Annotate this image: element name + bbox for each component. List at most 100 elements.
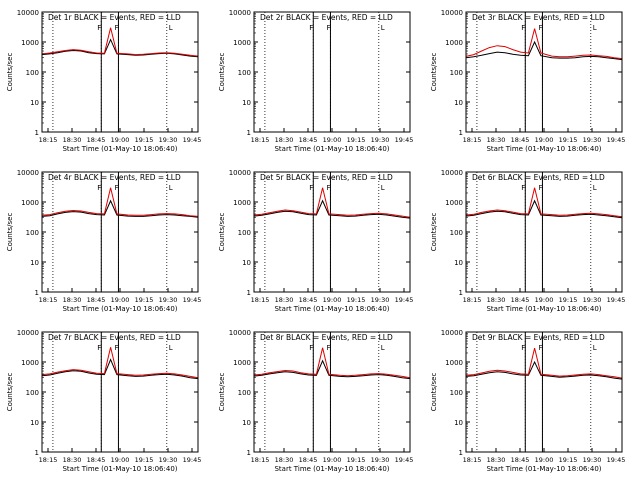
x-tick-label: 18:45 [87,456,106,464]
y-tick-label: 10000 [441,9,463,17]
plot-frame [253,171,411,293]
series-events-line [465,199,623,219]
x-tick-label: 18:15 [251,296,270,304]
attenuator-marker: L [169,344,173,352]
y-tick-label: 1 [459,289,463,297]
panel-title: Det 6r BLACK = Events, RED = LLD [472,173,605,182]
x-tick-label: 18:15 [251,136,270,144]
attenuator-marker: F [326,24,330,32]
panel-title: Det 4r BLACK = Events, RED = LLD [48,173,181,182]
x-tick-label: 19:30 [371,296,390,304]
x-tick-label: 19:15 [559,296,578,304]
attenuator-marker: L [169,24,173,32]
attenuator-marker: F [538,344,542,352]
y-tick-label: 10000 [229,329,251,337]
series-events-line [41,358,199,380]
y-tick-label: 1 [247,289,251,297]
y-tick-label: 1 [459,449,463,457]
x-tick-label: 18:45 [511,296,530,304]
x-tick-label: 19:30 [371,456,390,464]
panel-4: 1 10 100 1000 10000 18:15 18:30 18:45 19:00 19:15… [6,169,201,313]
y-tick-label: 100 [450,229,463,237]
y-tick-label: 1000 [233,199,251,207]
panel-title: Det 1r BLACK = Events, RED = LLD [48,13,181,22]
y-tick-label: 10000 [17,169,39,177]
x-tick-label: 19:45 [183,456,202,464]
x-axis-title: Start Time (01-May-10 18:06:40) [62,145,177,153]
y-tick-label: 10 [454,259,463,267]
y-tick-label: 10000 [17,9,39,17]
x-axis-title: Start Time (01-May-10 18:06:40) [62,305,177,313]
attenuator-marker: L [593,24,597,32]
y-tick-label: 10000 [17,329,39,337]
y-axis-title: Counts/sec [6,53,14,92]
y-tick-label: 1000 [21,39,39,47]
x-tick-label: 19:00 [323,456,342,464]
attenuator-marker: L [381,184,385,192]
y-tick-label: 10 [30,99,39,107]
series-lld-line [253,187,411,218]
y-tick-label: 100 [238,229,251,237]
y-tick-label: 100 [450,389,463,397]
x-tick-label: 18:30 [63,456,82,464]
x-tick-label: 18:15 [39,296,58,304]
x-tick-label: 18:45 [511,456,530,464]
attenuator-marker: L [381,24,385,32]
series-lld-line [465,347,623,379]
panel-8: 1 10 100 1000 10000 18:15 18:30 18:45 19:00 19:15… [218,329,413,473]
x-tick-label: 19:00 [535,136,554,144]
attenuator-marker: L [593,184,597,192]
series-lld-line [465,28,623,60]
y-tick-label: 100 [450,69,463,77]
plot-frame [465,331,623,453]
x-tick-label: 19:30 [371,136,390,144]
series-lld-line [41,347,199,379]
x-tick-label: 18:30 [63,296,82,304]
y-tick-label: 1 [247,449,251,457]
y-axis-title: Counts/sec [430,213,438,252]
x-tick-label: 19:00 [111,296,130,304]
y-tick-label: 10 [242,99,251,107]
x-tick-label: 19:45 [183,296,202,304]
x-tick-label: 19:45 [183,136,202,144]
panel-title: Det 9r BLACK = Events, RED = LLD [472,333,605,342]
series-events-line [253,199,411,219]
y-tick-label: 1 [459,129,463,137]
attenuator-marker: F [326,184,330,192]
x-tick-label: 18:30 [487,136,506,144]
y-tick-label: 10 [242,259,251,267]
y-tick-label: 1000 [233,39,251,47]
x-axis-title: Start Time (01-May-10 18:06:40) [274,465,389,473]
x-tick-label: 19:15 [135,456,154,464]
x-tick-label: 19:15 [559,136,578,144]
x-tick-label: 18:15 [463,136,482,144]
attenuator-marker: F [97,184,101,192]
y-axis-title: Counts/sec [6,373,14,412]
attenuator-marker: F [97,344,101,352]
attenuator-marker: L [169,184,173,192]
y-axis-title: Counts/sec [430,373,438,412]
x-axis-title: Start Time (01-May-10 18:06:40) [274,305,389,313]
x-tick-label: 18:30 [63,136,82,144]
y-tick-label: 100 [26,69,39,77]
attenuator-marker: F [114,344,118,352]
x-tick-label: 18:30 [275,296,294,304]
x-tick-label: 18:30 [487,456,506,464]
attenuator-marker: F [521,344,525,352]
x-tick-label: 19:45 [395,136,414,144]
y-tick-label: 10000 [229,169,251,177]
y-tick-label: 10000 [441,169,463,177]
x-tick-label: 19:30 [583,136,602,144]
panel-7: 1 10 100 1000 10000 18:15 18:30 18:45 19:00 19:15… [6,329,201,473]
x-tick-label: 18:30 [275,456,294,464]
x-tick-label: 19:45 [607,136,626,144]
x-tick-label: 18:15 [39,136,58,144]
x-tick-label: 19:00 [323,296,342,304]
series-lld-line [41,27,199,57]
y-axis-title: Counts/sec [218,53,226,92]
y-tick-label: 1000 [445,39,463,47]
y-tick-label: 10 [242,419,251,427]
y-tick-label: 1000 [445,199,463,207]
x-tick-label: 19:30 [159,136,178,144]
x-tick-label: 18:15 [39,456,58,464]
